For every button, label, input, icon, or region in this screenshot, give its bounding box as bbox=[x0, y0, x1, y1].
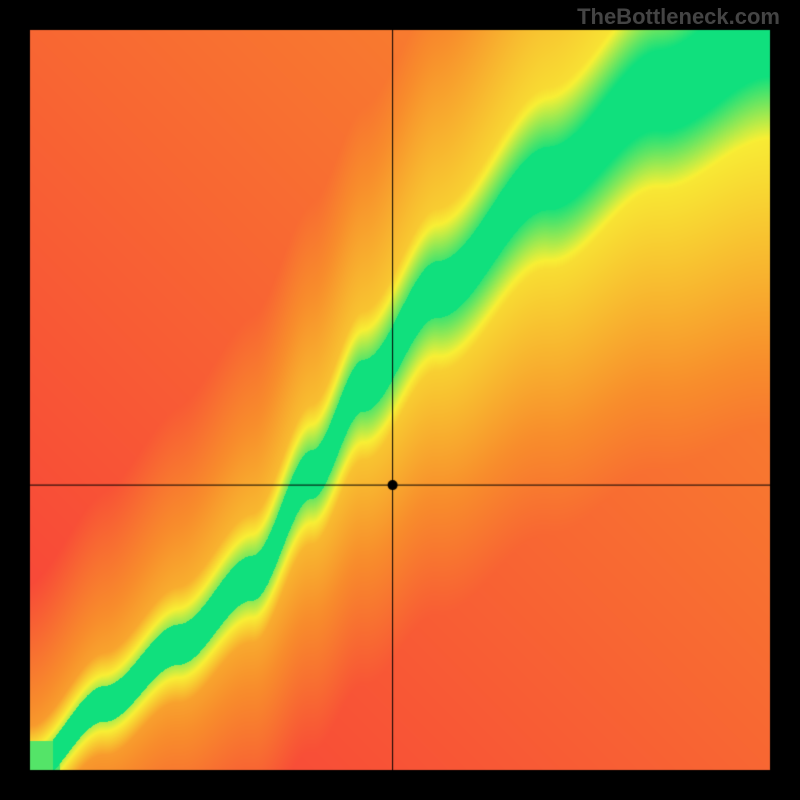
chart-container: TheBottleneck.com bbox=[0, 0, 800, 800]
watermark-text: TheBottleneck.com bbox=[577, 4, 780, 30]
heatmap-canvas bbox=[0, 0, 800, 800]
